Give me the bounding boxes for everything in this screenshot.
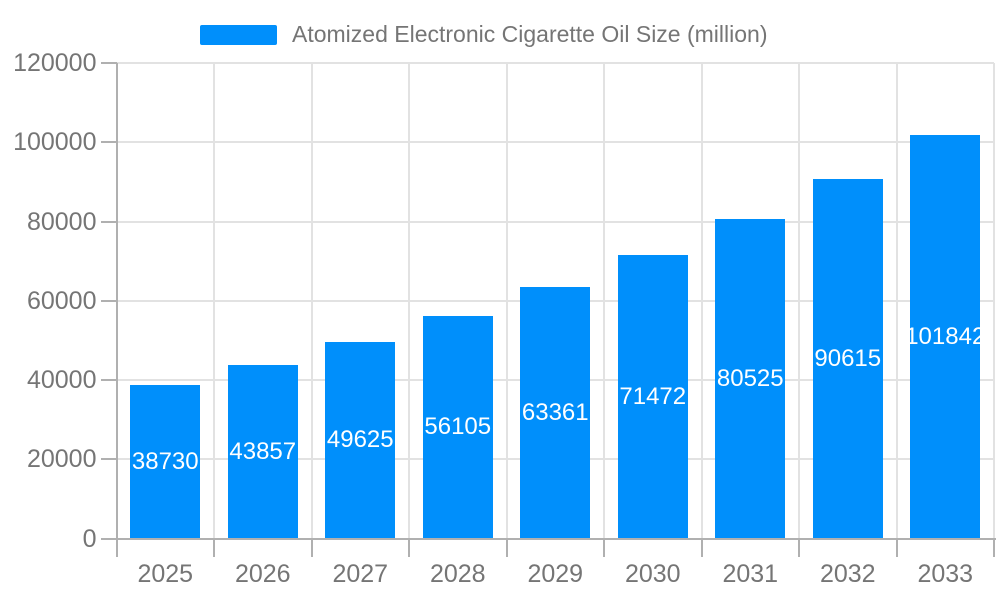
x-axis-tick — [798, 538, 800, 557]
y-axis-tick — [100, 458, 117, 461]
bar-2025[interactable]: 38730 — [130, 385, 201, 539]
legend-swatch — [200, 24, 277, 45]
x-axis-tick — [115, 538, 118, 557]
bar-2027[interactable]: 49625 — [325, 341, 396, 539]
x-axis-tick — [310, 538, 313, 557]
x-axis-tick — [895, 538, 898, 557]
x-axis-tick — [993, 538, 995, 557]
x-axis-label: 2031 — [722, 559, 779, 588]
gridline-x — [213, 63, 215, 539]
gridline-x — [603, 63, 605, 539]
y-axis-tick — [100, 537, 117, 540]
y-axis-label: 100000 — [13, 128, 97, 157]
gridline-x — [310, 63, 313, 539]
y-axis-tick — [100, 141, 117, 144]
legend-item[interactable]: Atomized Electronic Cigarette Oil Size (… — [200, 21, 768, 48]
bar-2029[interactable]: 63361 — [520, 287, 591, 539]
bar-value-label: 90615 — [814, 344, 882, 372]
y-axis-label: 20000 — [26, 445, 97, 474]
bar-value-label: 38730 — [131, 447, 199, 475]
x-axis-label: 2032 — [819, 559, 876, 588]
bar-value-label: 80525 — [716, 364, 784, 392]
y-axis-line — [115, 63, 118, 539]
bar-value-label: 49625 — [326, 426, 394, 454]
x-axis-label: 2029 — [527, 559, 584, 588]
y-axis-label: 120000 — [13, 49, 97, 77]
gridline-x — [408, 63, 410, 539]
y-axis-label: 0 — [82, 524, 97, 553]
y-axis-label: 60000 — [26, 286, 97, 315]
x-axis-label: 2027 — [332, 559, 389, 588]
bar-2032[interactable]: 90615 — [812, 179, 883, 539]
x-axis-label: 2030 — [624, 559, 681, 588]
bar-2031[interactable]: 80525 — [715, 219, 786, 539]
gridline-x — [895, 63, 898, 539]
gridline-x — [798, 63, 800, 539]
gridline-x — [993, 63, 995, 539]
bar-value-label: 101842 — [905, 322, 986, 350]
y-axis-label: 40000 — [26, 366, 97, 394]
gridline-y — [116, 220, 994, 223]
x-axis-label: 2028 — [429, 559, 486, 588]
y-axis-tick — [100, 379, 117, 381]
y-axis-tick — [100, 299, 117, 302]
bar-value-label: 63361 — [521, 398, 589, 426]
x-axis-tick — [505, 538, 508, 557]
x-axis-label: 2033 — [917, 559, 974, 588]
x-axis-line — [116, 537, 996, 540]
gridline-x — [505, 63, 508, 539]
gridline-y — [116, 62, 994, 64]
legend-label: Atomized Electronic Cigarette Oil Size (… — [292, 21, 768, 47]
x-axis-tick — [603, 538, 605, 557]
y-axis-tick — [100, 62, 117, 64]
y-axis-tick — [100, 220, 117, 223]
y-axis-label: 80000 — [26, 207, 97, 236]
bar-2028[interactable]: 56105 — [422, 316, 493, 539]
bar-value-label: 71472 — [619, 382, 687, 410]
x-axis-tick — [700, 538, 703, 557]
x-axis-tick — [213, 538, 215, 557]
gridline-x — [700, 63, 703, 539]
gridline-y — [116, 141, 994, 144]
bar-value-label: 43857 — [229, 437, 297, 465]
x-axis-tick — [408, 538, 410, 557]
bar-value-label: 56105 — [424, 413, 492, 441]
bar-2026[interactable]: 43857 — [227, 364, 298, 539]
x-axis-label: 2026 — [234, 559, 291, 588]
x-axis-label: 2025 — [137, 559, 194, 588]
bar-2030[interactable]: 71472 — [617, 255, 688, 539]
bar-2033[interactable]: 101842 — [905, 134, 985, 539]
